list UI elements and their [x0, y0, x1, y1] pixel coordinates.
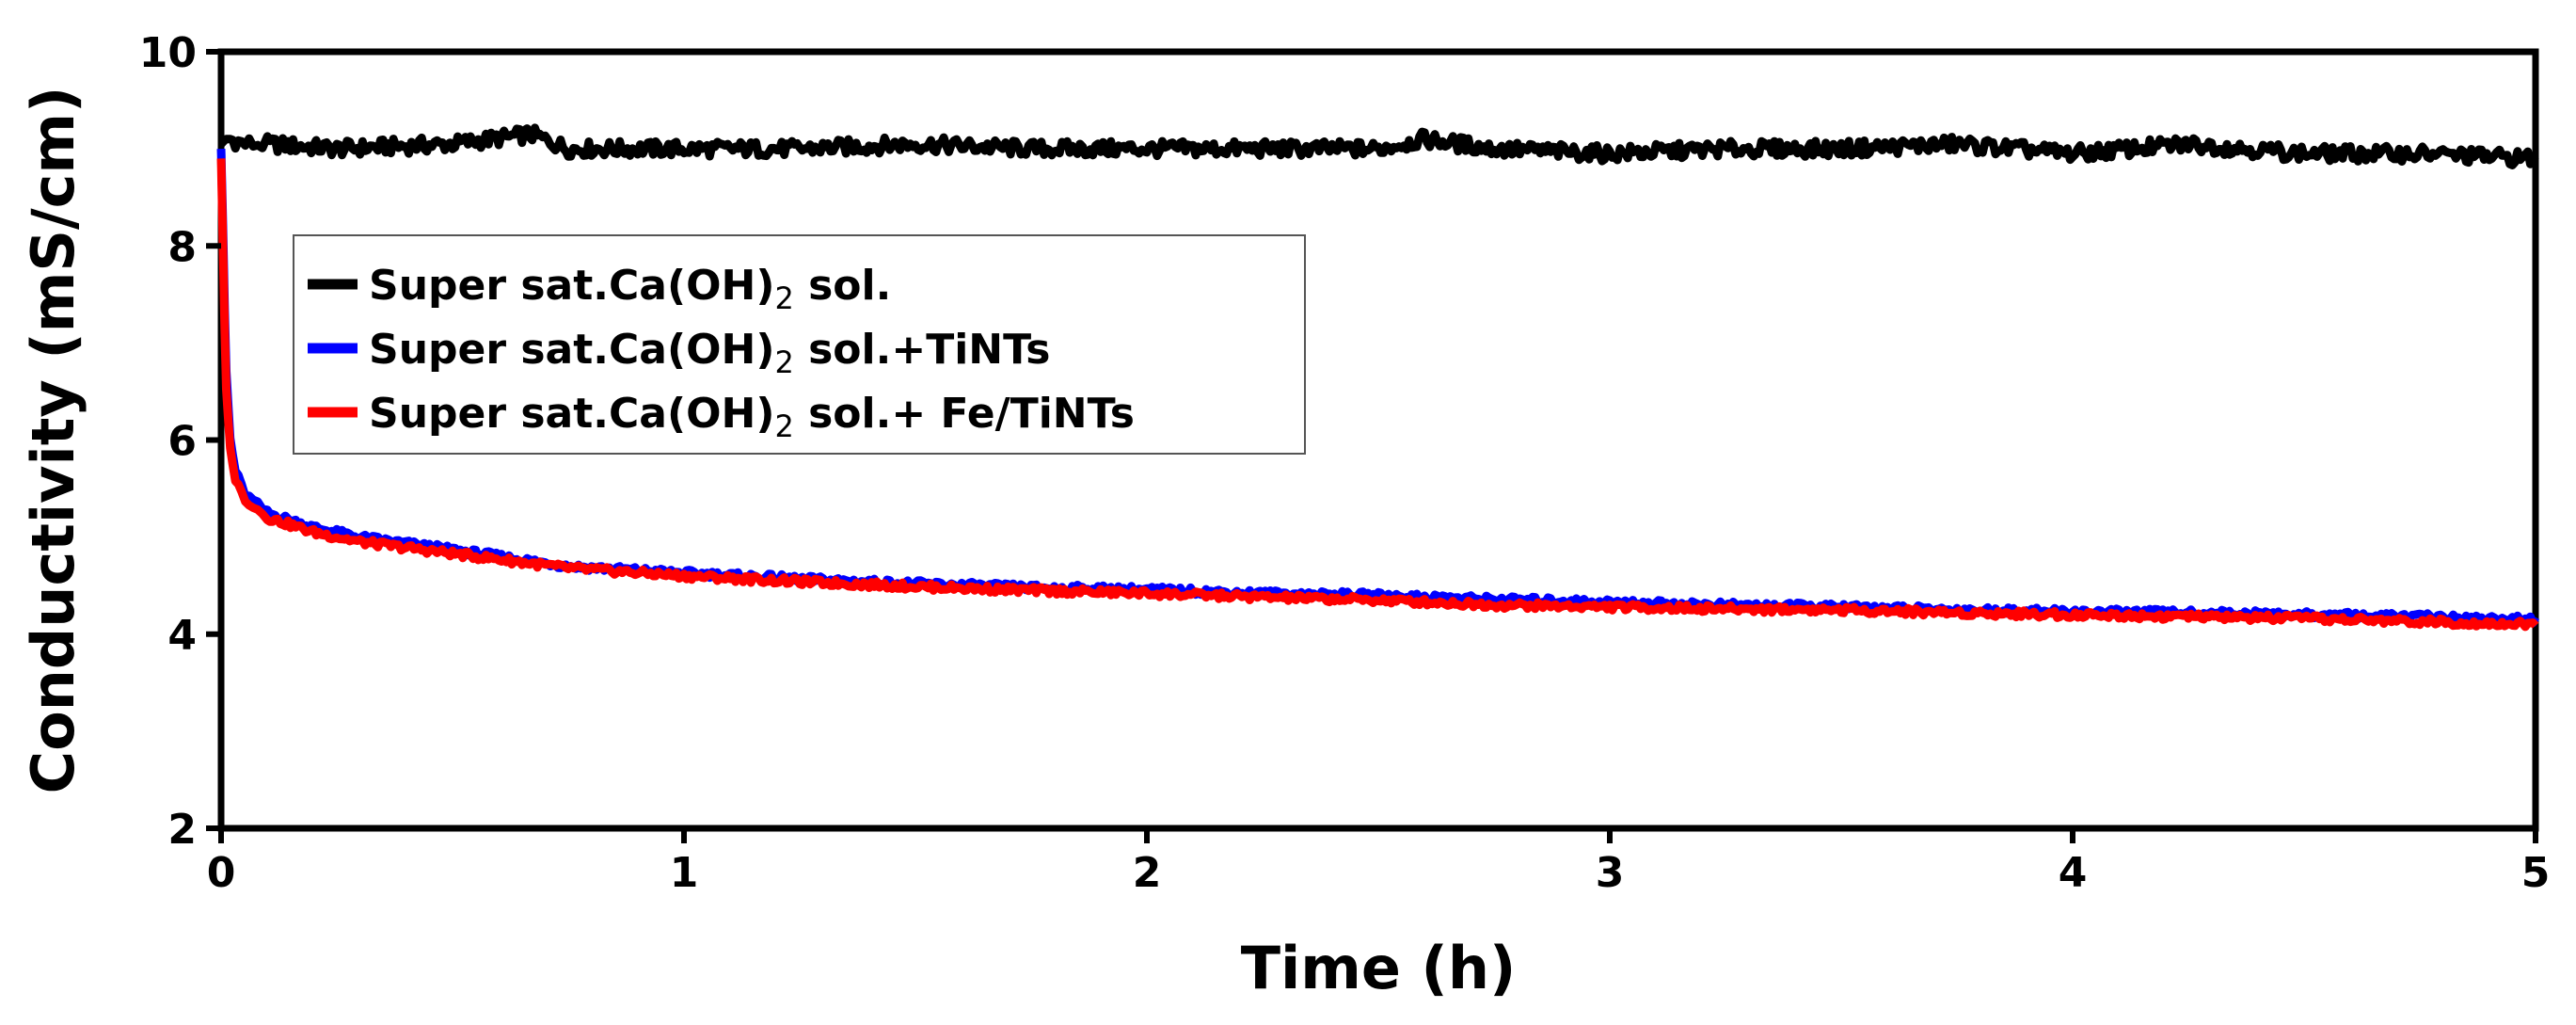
x-tick-label-2: 2 [1133, 849, 1162, 897]
y-axis-title: Conductivity (mS/cm) [19, 87, 87, 794]
x-tick-label-4: 4 [2059, 849, 2088, 897]
legend-label-1: Super sat.Ca(OH)2 sol. [369, 262, 891, 316]
y-tick-label-2: 2 [167, 806, 197, 854]
y-tick-label-4: 4 [167, 612, 197, 660]
legend-label-3: Super sat.Ca(OH)2 sol.+ Fe/TiNTs [369, 390, 1135, 444]
series-line-3 [216, 158, 2539, 632]
axes-group: 0 1 2 3 4 5 2 4 6 8 10 [139, 29, 2551, 897]
x-tick-label-3: 3 [1596, 849, 1625, 897]
y-tick-label-8: 8 [167, 223, 197, 271]
series-group [216, 123, 2540, 632]
legend-label-2: Super sat.Ca(OH)2 sol.+TiNTs [369, 326, 1050, 380]
y-tick-label-6: 6 [167, 418, 197, 466]
legend-box [293, 234, 1306, 455]
x-tick-label-5: 5 [2521, 849, 2551, 897]
x-tick-label-1: 1 [670, 849, 699, 897]
x-axis-title: Time (h) [1241, 934, 1517, 1002]
y-tick-label-10: 10 [139, 29, 197, 77]
legend: Super sat.Ca(OH)2 sol. Super sat.Ca(OH)2 … [293, 234, 1306, 455]
series-line-1 [216, 123, 2539, 169]
x-tick-label-0: 0 [207, 849, 236, 897]
